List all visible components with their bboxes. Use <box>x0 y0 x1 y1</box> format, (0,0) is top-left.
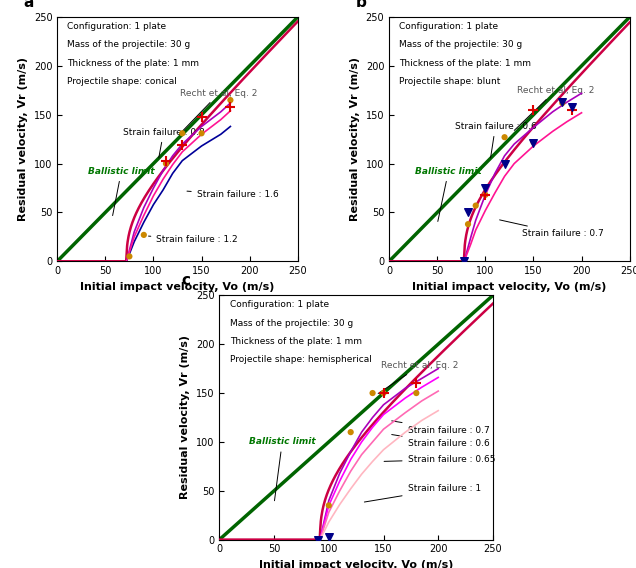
Point <box>567 105 577 114</box>
Text: Thickness of the plate: 1 mm: Thickness of the plate: 1 mm <box>399 59 531 68</box>
Text: Strain failure : 0.6: Strain failure : 0.6 <box>455 122 536 158</box>
Text: Projectile shape: hemispherical: Projectile shape: hemispherical <box>230 355 372 364</box>
Point <box>499 133 509 142</box>
Point <box>499 159 509 168</box>
Text: Projectile shape: conical: Projectile shape: conical <box>67 77 177 86</box>
Point <box>161 156 171 165</box>
Point <box>225 102 235 111</box>
Point <box>161 159 171 168</box>
X-axis label: Initial impact velocity, Vo (m/s): Initial impact velocity, Vo (m/s) <box>412 282 607 292</box>
Point <box>378 389 389 398</box>
Text: Strain failure : 1: Strain failure : 1 <box>364 485 481 502</box>
Text: Configuration: 1 plate: Configuration: 1 plate <box>230 300 329 309</box>
Point <box>557 98 567 107</box>
Text: Strain failure : 1.2: Strain failure : 1.2 <box>149 235 238 244</box>
Y-axis label: Residual velocity, Vr (m/s): Residual velocity, Vr (m/s) <box>18 57 28 221</box>
Y-axis label: Residual velocity, Vr (m/s): Residual velocity, Vr (m/s) <box>350 57 360 221</box>
Text: Recht et al, Eq. 2: Recht et al, Eq. 2 <box>179 89 258 134</box>
Text: c: c <box>181 273 190 288</box>
Point <box>124 252 134 261</box>
Point <box>345 428 356 437</box>
Text: Recht et al, Eq. 2: Recht et al, Eq. 2 <box>515 86 595 131</box>
Text: Strain failure : 0.7: Strain failure : 0.7 <box>500 220 604 239</box>
Point <box>324 532 334 541</box>
Point <box>529 137 539 147</box>
Text: Strain failure : 0.65: Strain failure : 0.65 <box>384 455 495 464</box>
Text: Mass of the projectile: 30 g: Mass of the projectile: 30 g <box>230 319 354 328</box>
Point <box>368 389 378 398</box>
Point <box>480 190 490 199</box>
Text: Ballistic limit: Ballistic limit <box>249 437 315 501</box>
X-axis label: Initial impact velocity, Vo (m/s): Initial impact velocity, Vo (m/s) <box>80 282 275 292</box>
Text: Mass of the projectile: 30 g: Mass of the projectile: 30 g <box>67 40 190 49</box>
Point <box>471 201 481 210</box>
Text: Projectile shape: blunt: Projectile shape: blunt <box>399 77 500 86</box>
Point <box>459 257 469 266</box>
Text: Ballistic limit: Ballistic limit <box>88 167 155 216</box>
Point <box>463 220 473 229</box>
Text: Mass of the projectile: 30 g: Mass of the projectile: 30 g <box>399 40 522 49</box>
Point <box>378 389 389 398</box>
Point <box>529 105 539 114</box>
Point <box>480 183 490 193</box>
Text: Strain failure : 0.8: Strain failure : 0.8 <box>123 128 204 158</box>
Text: a: a <box>24 0 34 10</box>
Point <box>197 129 207 138</box>
Point <box>139 231 149 240</box>
Point <box>411 389 422 398</box>
Point <box>463 208 473 217</box>
Text: Recht et al, Eq. 2: Recht et al, Eq. 2 <box>378 361 459 394</box>
Text: Strain failure : 1.6: Strain failure : 1.6 <box>187 190 279 199</box>
Text: b: b <box>356 0 366 10</box>
Text: Thickness of the plate: 1 mm: Thickness of the plate: 1 mm <box>67 59 199 68</box>
Point <box>313 535 323 544</box>
Point <box>197 112 207 121</box>
Point <box>177 129 188 138</box>
Point <box>324 501 334 510</box>
Point <box>225 95 235 105</box>
Point <box>529 139 539 148</box>
Text: Configuration: 1 plate: Configuration: 1 plate <box>399 22 498 31</box>
Point <box>480 190 490 199</box>
Text: Strain failure : 0.7: Strain failure : 0.7 <box>392 421 489 435</box>
Text: Thickness of the plate: 1 mm: Thickness of the plate: 1 mm <box>230 337 363 346</box>
Point <box>411 379 422 388</box>
Text: Ballistic limit: Ballistic limit <box>415 167 481 222</box>
Point <box>567 102 577 111</box>
Point <box>557 98 567 107</box>
Text: Configuration: 1 plate: Configuration: 1 plate <box>67 22 166 31</box>
Point <box>459 257 469 266</box>
Text: Strain failure : 0.6: Strain failure : 0.6 <box>392 435 489 448</box>
Y-axis label: Residual velocity, Vr (m/s): Residual velocity, Vr (m/s) <box>181 336 190 499</box>
X-axis label: Initial impact velocity, Vo (m/s): Initial impact velocity, Vo (m/s) <box>259 560 453 568</box>
Point <box>177 140 188 149</box>
